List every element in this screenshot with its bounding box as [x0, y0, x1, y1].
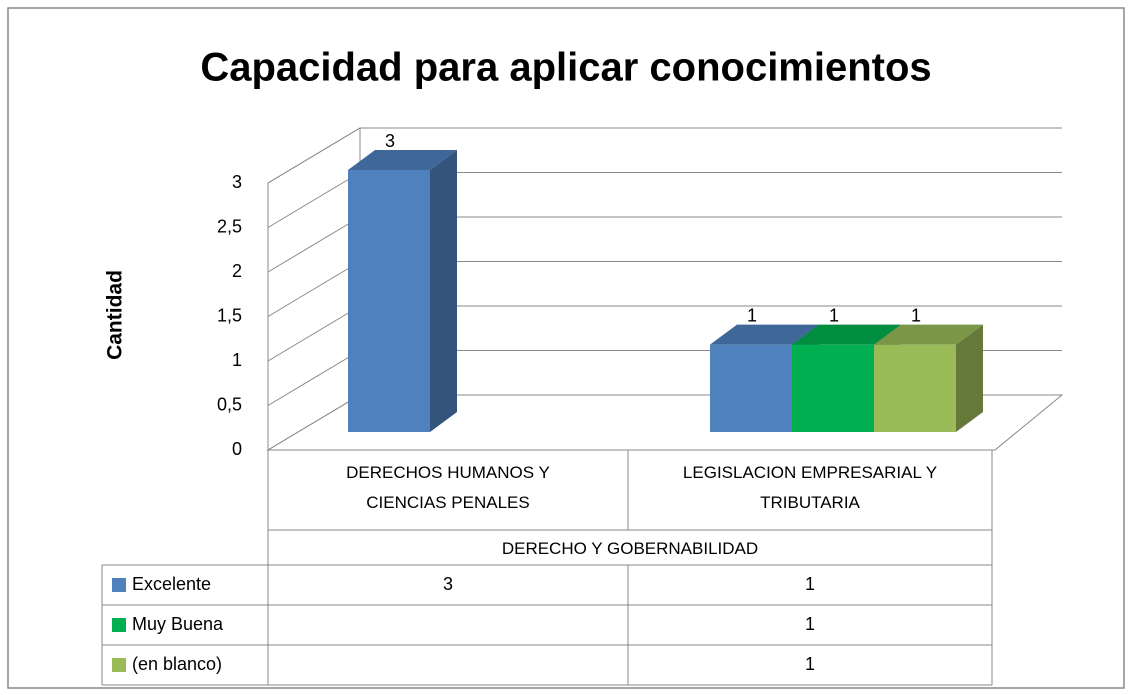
data-label: 1	[829, 305, 839, 325]
data-label: 3	[385, 131, 395, 151]
bar	[348, 170, 430, 432]
table-cell: 1	[805, 574, 815, 594]
chart-title: Capacidad para aplicar conocimientos	[200, 46, 931, 90]
y-tick-label: 1	[232, 350, 242, 370]
y-tick-label: 2,5	[217, 216, 242, 236]
legend-key	[112, 578, 126, 592]
y-tick-label: 2	[232, 261, 242, 281]
grid-line	[267, 216, 361, 273]
table-cell: 3	[443, 574, 453, 594]
bar	[710, 344, 792, 432]
bar	[792, 344, 874, 432]
x-tick-label: LEGISLACION EMPRESARIAL Y TRIBUTARIA	[682, 463, 938, 512]
grid-line	[267, 350, 361, 406]
grid-line	[267, 127, 361, 184]
legend-label: (en blanco)	[132, 654, 222, 674]
x-tick-label: DERECHOS HUMANOS Y CIENCIAS PENALES	[346, 463, 550, 512]
bar-top	[874, 324, 983, 345]
legend-label: Muy Buena	[132, 614, 224, 634]
y-tick-label: 3	[232, 172, 242, 192]
bar-top	[348, 150, 457, 170]
grid-line	[267, 172, 361, 228]
grid-line	[267, 305, 361, 362]
y-axis-label: Cantidad	[104, 270, 127, 360]
data-label: 1	[911, 305, 921, 325]
legend-key	[112, 618, 126, 632]
grid-line	[267, 261, 361, 317]
grid-line	[267, 394, 361, 451]
data-label: 1	[747, 305, 757, 325]
bar-top	[792, 324, 901, 345]
legend-label: Excelente	[132, 574, 211, 594]
y-tick-label: 1,5	[217, 305, 242, 325]
bar	[874, 344, 956, 432]
bar-side	[956, 324, 983, 432]
bar-top	[710, 324, 819, 345]
table-cell: 1	[805, 654, 815, 674]
group-label: DERECHO Y GOBERNABILIDAD	[502, 539, 758, 558]
legend-key	[112, 658, 126, 672]
table-cell: 1	[805, 614, 815, 634]
y-tick-label: 0	[232, 439, 242, 459]
y-tick-label: 0,5	[217, 394, 242, 414]
bar-side	[430, 150, 457, 432]
